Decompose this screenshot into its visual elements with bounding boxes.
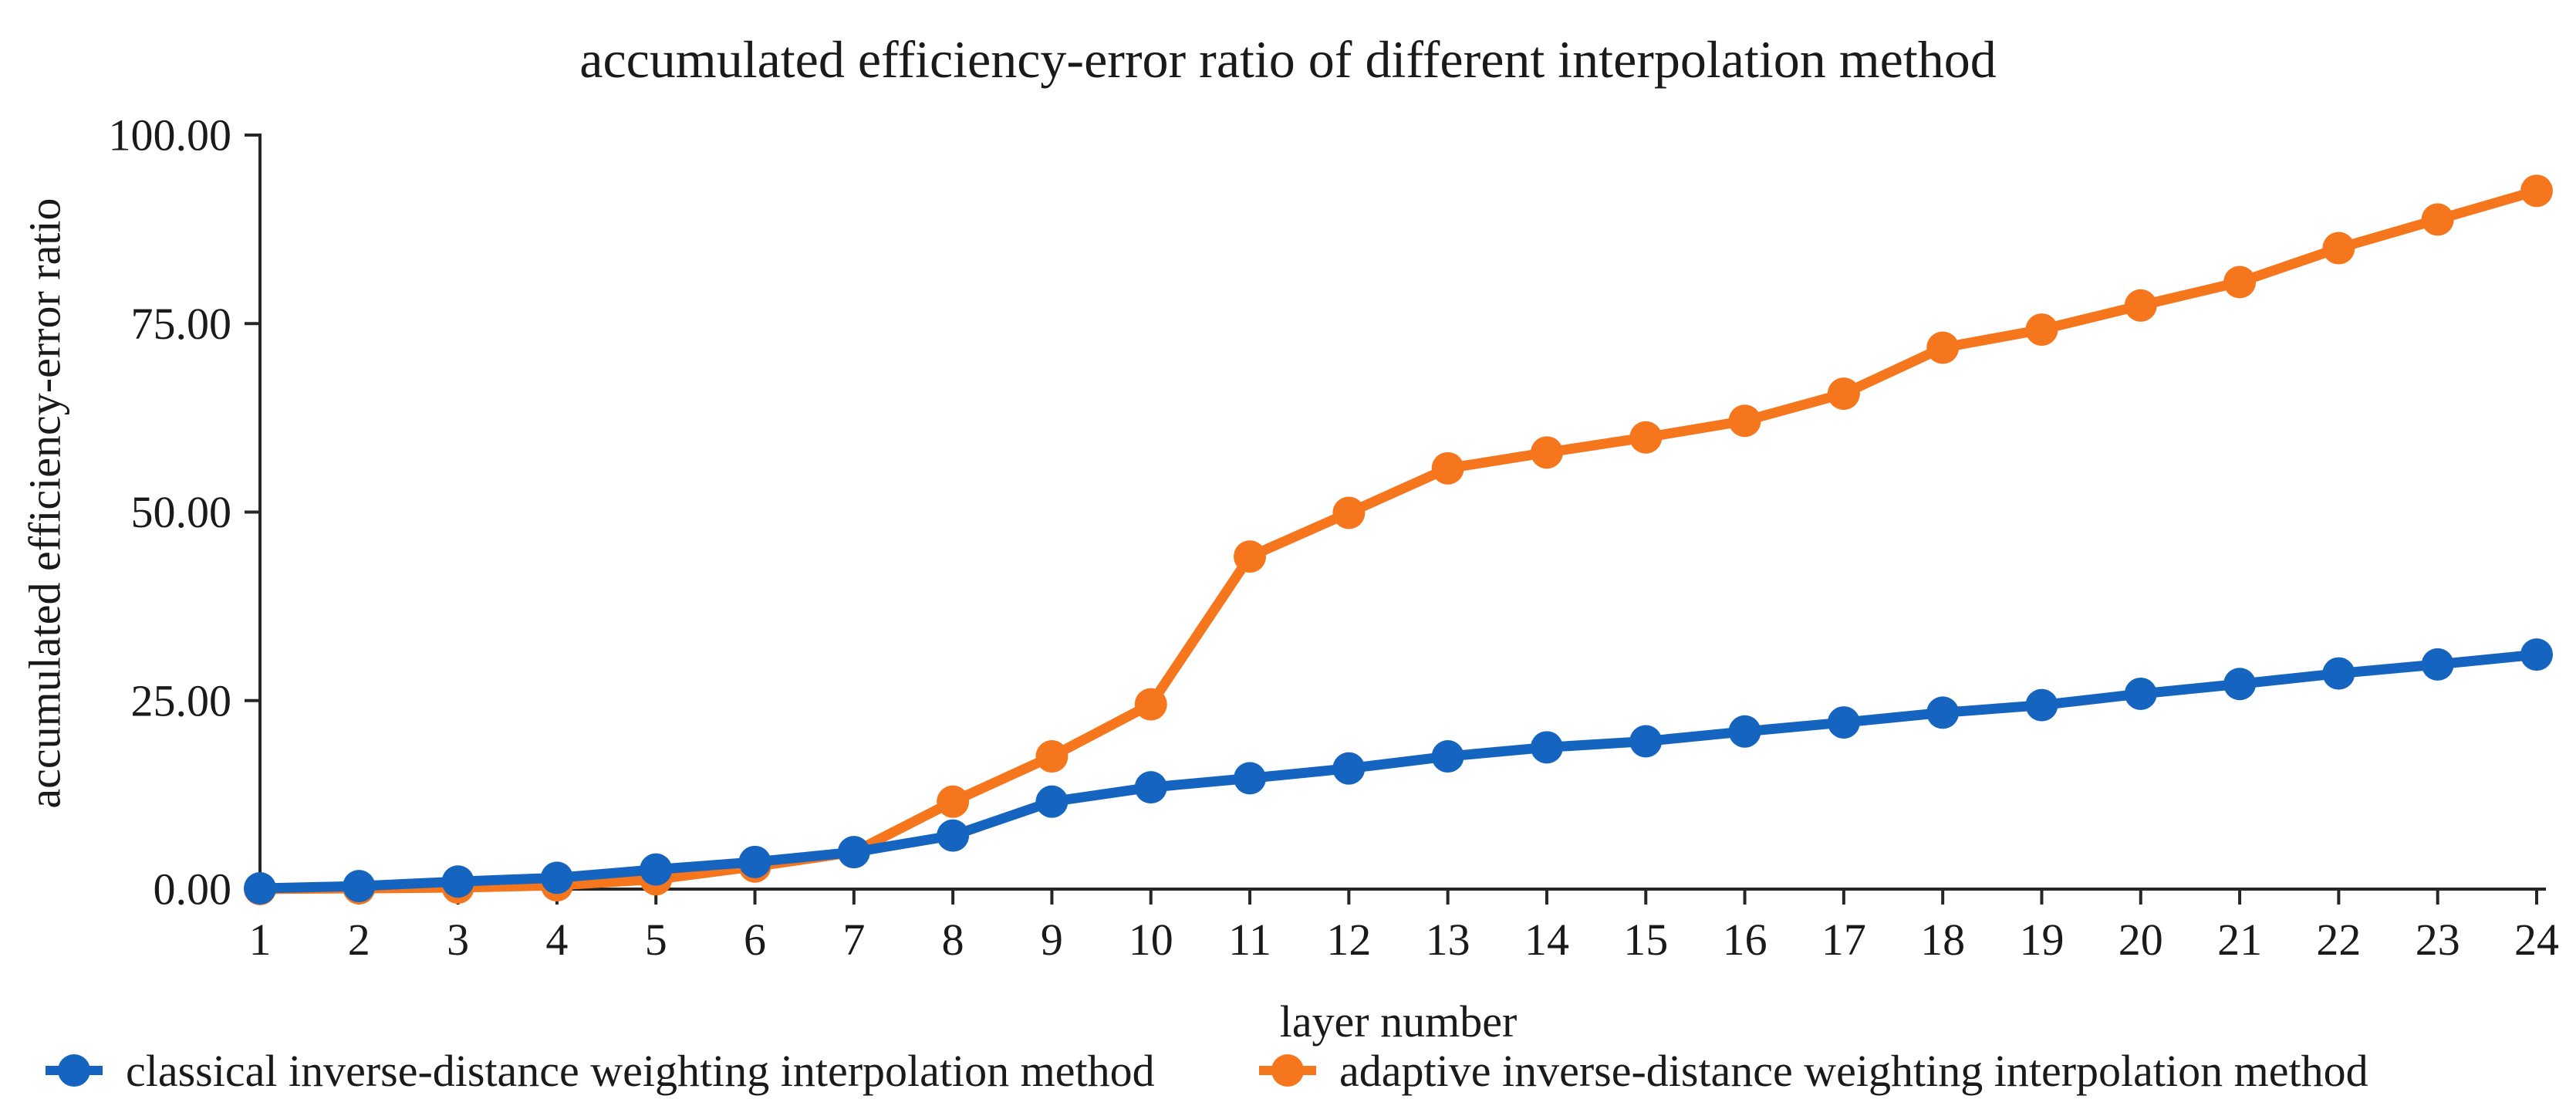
- data-point-s0-x1: [244, 872, 276, 905]
- data-point-s1-x17: [1827, 377, 1860, 411]
- y-tick-label: 100.00: [109, 110, 232, 161]
- data-point-s1-x24: [2520, 174, 2553, 208]
- x-tick-label: 17: [1821, 915, 1866, 965]
- legend-circle-0: [58, 1054, 90, 1087]
- data-point-s0-x2: [343, 870, 376, 903]
- data-point-s0-x11: [1234, 762, 1267, 795]
- legend-marker-classical-icon: [46, 1054, 103, 1087]
- data-point-s0-x23: [2421, 648, 2454, 681]
- data-point-s1-x8: [937, 785, 970, 818]
- legend-label-classical: classical inverse-distance weighting int…: [126, 1045, 1155, 1096]
- data-point-s0-x13: [1431, 740, 1464, 773]
- data-point-s0-x12: [1332, 752, 1366, 785]
- data-point-s1-x9: [1035, 740, 1069, 773]
- data-point-s0-x15: [1629, 725, 1663, 758]
- data-point-s0-x10: [1134, 771, 1167, 804]
- x-tick-label: 3: [447, 915, 469, 965]
- x-tick-label: 11: [1228, 915, 1271, 965]
- data-point-s1-x11: [1234, 540, 1267, 573]
- y-tick-label: 25.00: [131, 675, 232, 725]
- x-tick-label: 21: [2217, 915, 2262, 965]
- data-point-s1-x19: [2025, 313, 2058, 347]
- data-point-s0-x5: [640, 853, 673, 886]
- x-tick-label: 24: [2514, 915, 2559, 965]
- x-tick-label: 16: [1723, 915, 1767, 965]
- data-point-s0-x19: [2025, 688, 2058, 722]
- legend: classical inverse-distance weighting int…: [0, 1036, 2576, 1105]
- y-tick-label: 0.00: [154, 864, 232, 915]
- data-point-s1-x12: [1332, 496, 1366, 529]
- x-tick-label: 8: [942, 915, 964, 965]
- x-tick-label: 15: [1623, 915, 1668, 965]
- x-tick-label: 4: [545, 915, 568, 965]
- data-point-s0-x17: [1827, 706, 1860, 739]
- data-point-s0-x4: [540, 861, 573, 894]
- data-point-s0-x24: [2520, 638, 2553, 671]
- data-point-s1-x13: [1431, 451, 1464, 485]
- data-point-s0-x16: [1728, 715, 1761, 748]
- series-line-0: [255, 649, 2542, 894]
- data-point-s1-x10: [1134, 688, 1167, 721]
- x-tick-label: 5: [645, 915, 667, 965]
- data-point-s0-x14: [1530, 731, 1563, 764]
- x-tick-label: 9: [1041, 915, 1063, 965]
- legend-marker-adaptive-icon: [1259, 1054, 1316, 1087]
- data-point-s1-x20: [2124, 289, 2157, 322]
- x-tick-label: 6: [744, 915, 766, 965]
- data-point-s0-x21: [2223, 668, 2257, 701]
- x-tick-label: 1: [249, 915, 272, 965]
- y-tick-label: 50.00: [131, 487, 232, 537]
- legend-circle-1: [1271, 1054, 1304, 1087]
- x-tick-label: 13: [1426, 915, 1470, 965]
- x-tick-label: 22: [2316, 915, 2361, 965]
- x-tick-label: 12: [1326, 915, 1371, 965]
- x-axis-title: layer number: [1279, 996, 1518, 1047]
- data-point-s0-x22: [2322, 657, 2355, 690]
- data-point-s1-x22: [2322, 232, 2355, 265]
- legend-item-adaptive: adaptive inverse-distance weighting inte…: [1256, 1036, 2368, 1105]
- data-point-s0-x6: [738, 845, 771, 878]
- data-point-s0-x18: [1926, 696, 1960, 729]
- x-tick-label: 18: [1920, 915, 1965, 965]
- data-point-s0-x20: [2124, 677, 2157, 710]
- data-point-s0-x8: [937, 819, 970, 852]
- x-tick-label: 2: [348, 915, 370, 965]
- series-line-1: [255, 185, 2542, 894]
- data-point-s0-x3: [441, 865, 474, 898]
- x-tick-label: 7: [842, 915, 865, 965]
- x-tick-label: 19: [2019, 915, 2064, 965]
- data-point-s0-x7: [837, 836, 870, 869]
- x-tick-label: 14: [1524, 915, 1569, 965]
- chart-title: accumulated efficiency-error ratio of di…: [579, 30, 1997, 89]
- data-point-s0-x9: [1035, 785, 1069, 818]
- legend-label-adaptive: adaptive inverse-distance weighting inte…: [1339, 1045, 2368, 1096]
- x-tick-label: 23: [2416, 915, 2460, 965]
- data-point-s1-x23: [2421, 203, 2454, 236]
- data-point-s1-x15: [1629, 421, 1663, 454]
- y-tick-label: 75.00: [131, 299, 232, 349]
- x-tick-label: 10: [1129, 915, 1173, 965]
- data-point-s1-x14: [1530, 436, 1563, 469]
- data-point-s1-x18: [1926, 331, 1960, 364]
- x-tick-label: 20: [2119, 915, 2163, 965]
- data-point-s1-x16: [1728, 404, 1761, 438]
- legend-item-classical: classical inverse-distance weighting int…: [42, 1036, 1155, 1105]
- data-point-s1-x21: [2223, 265, 2257, 299]
